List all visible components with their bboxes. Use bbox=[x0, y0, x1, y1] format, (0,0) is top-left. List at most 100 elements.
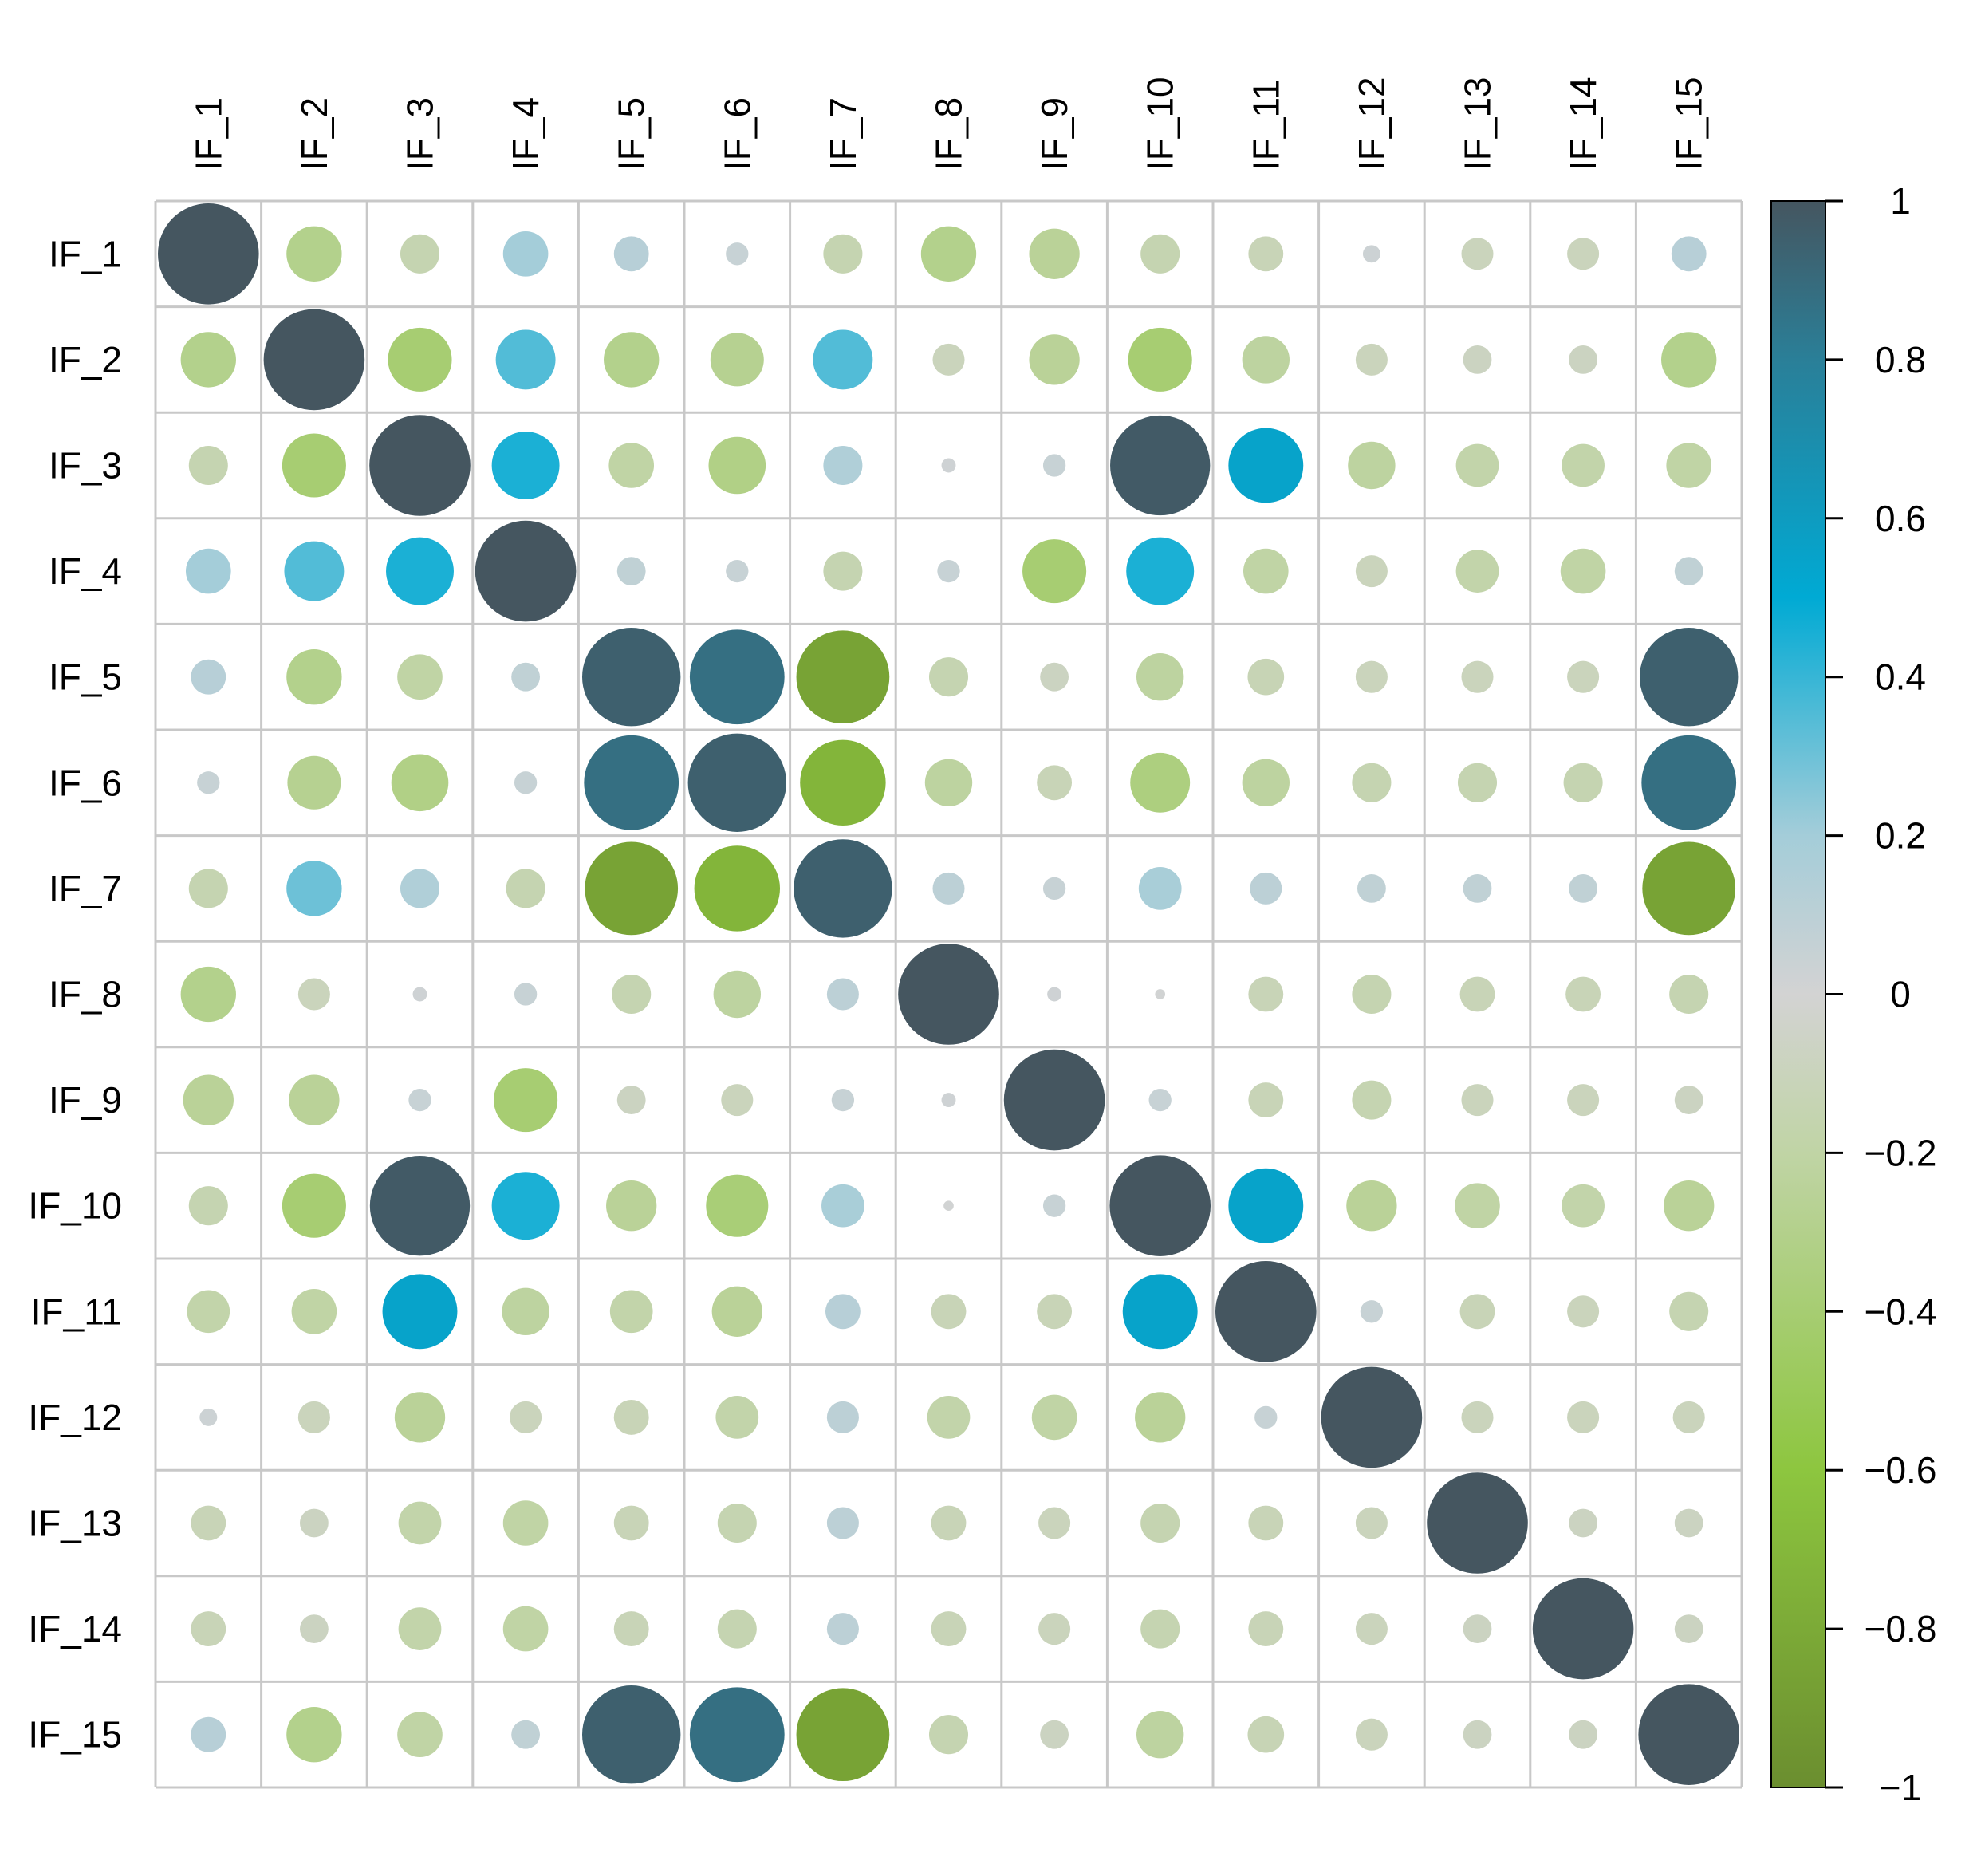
corr-circle-IF_1-IF_9 bbox=[1029, 228, 1080, 279]
row-labels: IF_1 IF_2 IF_3 IF_4 IF_5 IF_6 IF_7 IF_8 IF_9 IF_1… bbox=[28, 233, 122, 1755]
corr-circle-IF_10-IF_9 bbox=[1042, 1194, 1066, 1217]
corr-circle-IF_5-IF_14 bbox=[1567, 660, 1600, 693]
corr-circle-IF_4-IF_4 bbox=[475, 520, 577, 622]
corr-circle-IF_1-IF_3 bbox=[400, 234, 440, 274]
colorbar-tick-label: 0.4 bbox=[1875, 656, 1926, 698]
corr-circle-IF_15-IF_1 bbox=[191, 1716, 226, 1752]
corr-circle-IF_8-IF_4 bbox=[514, 983, 538, 1006]
corr-circle-IF_13-IF_9 bbox=[1038, 1507, 1071, 1539]
corr-circle-IF_1-IF_2 bbox=[286, 226, 342, 282]
corr-circle-IF_13-IF_8 bbox=[931, 1505, 967, 1541]
corr-circle-IF_14-IF_6 bbox=[717, 1609, 757, 1649]
corr-circle-IF_14-IF_15 bbox=[1674, 1614, 1703, 1644]
corr-circle-IF_6-IF_9 bbox=[1037, 765, 1073, 801]
corr-circle-IF_10-IF_8 bbox=[943, 1200, 954, 1212]
corr-circle-IF_14-IF_10 bbox=[1140, 1609, 1180, 1649]
corr-circle-IF_7-IF_11 bbox=[1250, 872, 1282, 905]
corr-circle-IF_5-IF_11 bbox=[1247, 658, 1285, 696]
corr-circle-IF_5-IF_13 bbox=[1461, 660, 1494, 693]
corr-circle-IF_4-IF_13 bbox=[1455, 550, 1499, 593]
column-label: IF_9 bbox=[1034, 97, 1075, 171]
corr-circle-IF_5-IF_12 bbox=[1355, 660, 1388, 693]
column-label: IF_8 bbox=[928, 97, 970, 171]
column-label: IF_6 bbox=[716, 97, 758, 171]
corr-circle-IF_3-IF_11 bbox=[1228, 428, 1304, 503]
corr-circle-IF_3-IF_1 bbox=[188, 445, 228, 486]
corr-circle-IF_12-IF_7 bbox=[826, 1401, 859, 1433]
column-label: IF_7 bbox=[822, 97, 864, 171]
column-label: IF_13 bbox=[1457, 77, 1499, 171]
corr-circle-IF_13-IF_13 bbox=[1427, 1472, 1528, 1574]
colorbar bbox=[1770, 200, 1826, 1788]
corr-circle-IF_14-IF_8 bbox=[931, 1611, 967, 1647]
corr-circle-IF_2-IF_12 bbox=[1355, 343, 1388, 376]
corr-circle-IF_11-IF_4 bbox=[502, 1287, 549, 1335]
corr-circle-IF_3-IF_3 bbox=[369, 415, 471, 516]
column-label: IF_5 bbox=[611, 97, 652, 171]
corr-circle-IF_8-IF_10 bbox=[1155, 989, 1166, 999]
corr-circle-IF_6-IF_4 bbox=[514, 771, 538, 794]
row-label: IF_14 bbox=[28, 1608, 122, 1649]
corr-circle-IF_12-IF_15 bbox=[1672, 1401, 1705, 1433]
corr-circle-IF_6-IF_8 bbox=[924, 759, 973, 806]
corr-circle-IF_10-IF_6 bbox=[706, 1174, 769, 1237]
corr-circle-IF_4-IF_1 bbox=[185, 548, 231, 594]
corr-circle-IF_12-IF_13 bbox=[1461, 1401, 1494, 1433]
corr-circle-IF_5-IF_15 bbox=[1640, 628, 1739, 727]
corr-circle-IF_11-IF_3 bbox=[382, 1274, 458, 1350]
corr-circle-IF_3-IF_7 bbox=[823, 445, 863, 486]
corr-circle-IF_2-IF_7 bbox=[813, 329, 873, 390]
corr-circle-IF_10-IF_14 bbox=[1562, 1184, 1605, 1228]
corr-circle-IF_2-IF_11 bbox=[1242, 336, 1290, 384]
corr-circle-IF_4-IF_14 bbox=[1560, 548, 1606, 594]
corr-circle-IF_13-IF_2 bbox=[299, 1508, 329, 1538]
corr-circle-IF_12-IF_12 bbox=[1321, 1366, 1423, 1468]
corr-circle-IF_9-IF_9 bbox=[1003, 1049, 1105, 1151]
column-label: IF_2 bbox=[293, 97, 335, 171]
corr-circle-IF_15-IF_15 bbox=[1638, 1684, 1739, 1785]
column-label: IF_14 bbox=[1562, 77, 1604, 171]
colorbar-tick-label: 1 bbox=[1890, 180, 1911, 222]
corr-circle-IF_8-IF_5 bbox=[612, 974, 652, 1015]
corr-circle-IF_1-IF_6 bbox=[726, 242, 749, 266]
corr-circle-IF_5-IF_1 bbox=[191, 659, 226, 695]
corr-circle-IF_8-IF_3 bbox=[412, 987, 427, 1002]
corr-circle-IF_8-IF_14 bbox=[1565, 976, 1601, 1012]
row-label: IF_15 bbox=[28, 1714, 122, 1756]
corr-circle-IF_13-IF_15 bbox=[1674, 1508, 1703, 1538]
corr-circle-IF_12-IF_14 bbox=[1567, 1401, 1600, 1433]
corr-circle-IF_4-IF_5 bbox=[616, 557, 646, 586]
corr-circle-IF_10-IF_4 bbox=[491, 1172, 560, 1240]
corr-circle-IF_2-IF_1 bbox=[180, 332, 236, 388]
corr-circle-IF_2-IF_13 bbox=[1463, 345, 1492, 374]
corr-circle-IF_6-IF_5 bbox=[584, 735, 679, 830]
corr-circle-IF_8-IF_7 bbox=[826, 978, 859, 1011]
corr-circle-IF_2-IF_3 bbox=[388, 327, 452, 392]
column-label: IF_3 bbox=[400, 97, 441, 171]
colorbar-tick-label: −0.4 bbox=[1865, 1291, 1937, 1332]
corr-circle-IF_3-IF_13 bbox=[1455, 443, 1499, 487]
corr-circle-IF_13-IF_3 bbox=[398, 1501, 442, 1545]
corr-circle-IF_1-IF_15 bbox=[1671, 236, 1707, 272]
corr-circle-IF_1-IF_11 bbox=[1248, 236, 1284, 272]
corr-circle-IF_8-IF_9 bbox=[1047, 987, 1062, 1002]
corr-circle-IF_15-IF_14 bbox=[1569, 1720, 1598, 1749]
corr-circle-IF_13-IF_1 bbox=[191, 1505, 226, 1541]
corr-circle-IF_8-IF_15 bbox=[1669, 974, 1709, 1015]
corr-circle-IF_8-IF_6 bbox=[713, 970, 761, 1019]
corr-circle-IF_2-IF_14 bbox=[1569, 345, 1598, 374]
column-label: IF_12 bbox=[1351, 77, 1392, 171]
corr-circle-IF_3-IF_9 bbox=[1042, 454, 1066, 477]
corr-circle-IF_10-IF_10 bbox=[1109, 1155, 1211, 1256]
corr-circle-IF_10-IF_11 bbox=[1228, 1168, 1304, 1243]
corr-circle-IF_6-IF_10 bbox=[1130, 752, 1191, 813]
corr-circle-IF_12-IF_1 bbox=[199, 1408, 218, 1426]
corr-circle-IF_5-IF_5 bbox=[582, 628, 681, 727]
corr-circle-IF_9-IF_7 bbox=[831, 1088, 855, 1112]
corr-circle-IF_7-IF_4 bbox=[506, 869, 545, 908]
corr-circle-IF_1-IF_14 bbox=[1567, 238, 1600, 270]
colorbar-tick-label: 0.6 bbox=[1875, 498, 1926, 539]
corr-circle-IF_11-IF_15 bbox=[1669, 1291, 1709, 1331]
corr-circle-IF_7-IF_8 bbox=[932, 872, 965, 905]
